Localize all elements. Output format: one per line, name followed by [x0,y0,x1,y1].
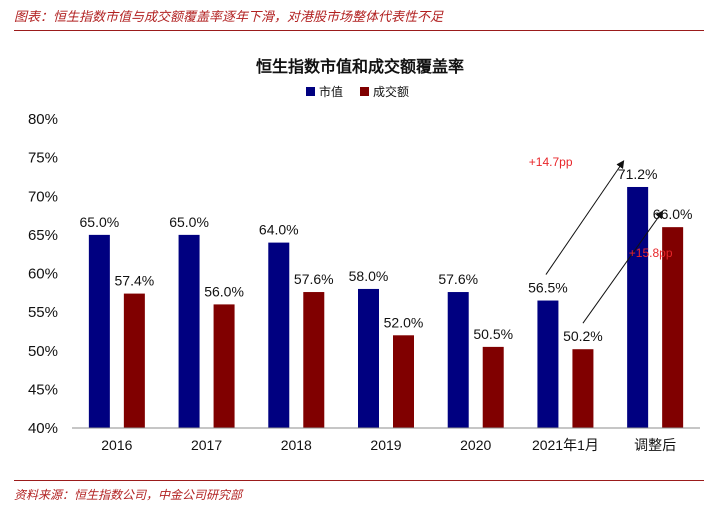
x-tick-label: 调整后 [634,437,676,453]
bar-market-cap [268,242,290,428]
data-label: 65.0% [169,214,209,230]
bar-turnover [123,293,145,428]
annotation-label: +14.7pp [529,155,573,169]
top-divider [14,30,704,31]
data-label: 50.5% [473,326,513,342]
legend-swatch-turnover [360,87,369,96]
data-label: 71.2% [618,166,658,182]
legend-label-turnover: 成交额 [373,84,409,99]
bar-turnover [482,346,504,428]
bar-market-cap [447,292,469,428]
y-tick-label: 65% [28,227,58,244]
y-tick-label: 50% [28,343,58,360]
x-tick-label: 2017 [191,437,222,453]
bar-market-cap [178,234,200,428]
bar-turnover [662,227,684,428]
source-note: 资料来源：恒生指数公司，中金公司研究部 [14,488,243,502]
x-tick-label: 2020 [460,437,491,453]
data-label: 66.0% [653,206,693,222]
x-axis: 2016 2017 2018 2019 2020 2021年1月 调整后 [72,427,700,453]
figure-caption: 图表：恒生指数市值与成交额覆盖率逐年下滑，对港股市场整体代表性不足 [14,10,444,25]
bottom-divider [14,480,704,481]
legend-label-market-cap: 市值 [319,84,343,99]
bar-market-cap [627,186,649,428]
data-label: 52.0% [384,314,424,330]
data-label: 56.5% [528,280,568,296]
bar-turnover [572,349,594,428]
data-label: 57.6% [438,271,478,287]
x-tick-label: 2021年1月 [532,437,599,453]
bar-turnover [393,335,414,428]
legend-swatch-market-cap [306,87,315,96]
chart-title: 恒生指数市值和成交额覆盖率 [256,57,464,76]
data-label: 57.4% [115,273,155,289]
bar-turnover [303,292,325,428]
bar-market-cap [88,234,110,428]
y-tick-label: 40% [28,420,58,437]
y-tick-label: 45% [28,381,58,398]
y-axis: 40% 45% 50% 55% 60% 65% 70% 75% 80% [28,111,58,437]
y-tick-label: 80% [28,111,58,128]
y-tick-label: 70% [28,188,58,205]
bars [88,186,684,428]
legend: 市值 成交额 [306,84,409,99]
annotations: +14.7pp +15.8pp [529,155,673,324]
x-tick-label: 2019 [370,437,401,453]
y-tick-label: 75% [28,150,58,167]
annotation-arrow [545,160,625,275]
x-tick-label: 2016 [101,437,132,453]
x-tick-label: 2018 [281,437,312,453]
y-tick-label: 55% [28,304,58,321]
data-labels: 65.0% 65.0% 64.0% 58.0% 57.6% 56.5% 71.2% 57.4%… [80,166,693,344]
annotation-arrow [582,210,664,324]
y-tick-label: 60% [28,266,58,283]
data-label: 58.0% [349,268,389,284]
data-label: 57.6% [294,271,334,287]
bar-market-cap [358,288,379,428]
annotation-label: +15.8pp [629,246,673,260]
data-label: 50.2% [563,328,603,344]
bar-market-cap [537,300,559,428]
data-label: 64.0% [259,222,299,238]
data-label: 56.0% [204,283,244,299]
bar-turnover [213,304,235,428]
data-label: 65.0% [80,214,120,230]
